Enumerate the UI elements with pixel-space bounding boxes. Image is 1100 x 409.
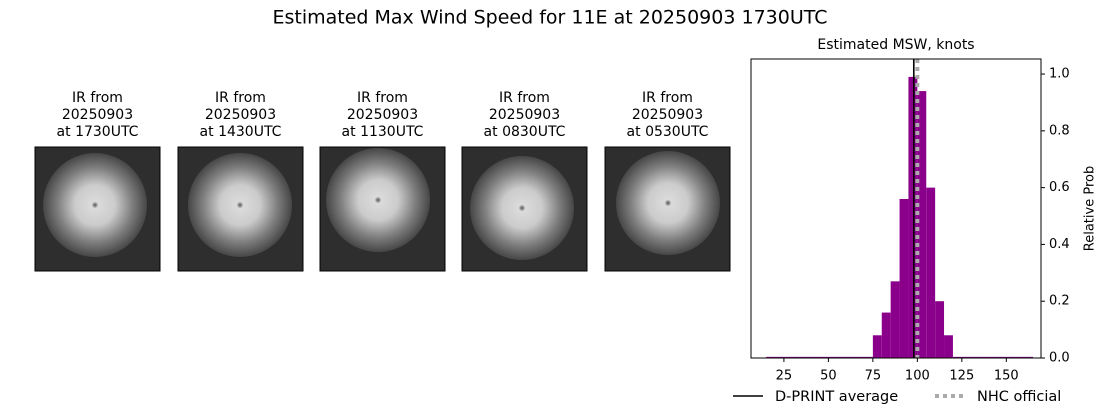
panel-label: IR from	[72, 90, 123, 106]
bar	[881, 312, 891, 358]
bar	[863, 356, 873, 358]
bar	[872, 335, 882, 358]
y-tick-label: 0.2	[1049, 294, 1070, 309]
bar	[935, 301, 945, 358]
storm-cloud	[188, 153, 292, 257]
chart-title: Estimated MSW, knots	[817, 37, 974, 53]
bar	[855, 356, 864, 358]
bar	[766, 356, 776, 358]
panel-label: at 0530UTC	[627, 124, 709, 140]
panel-label: IR from	[642, 90, 693, 106]
bar	[944, 335, 953, 358]
ir-frame	[177, 146, 304, 272]
ir-frame	[604, 146, 731, 272]
plot-frame	[750, 58, 1042, 359]
bar	[926, 187, 936, 358]
panel-label: at 1430UTC	[200, 124, 282, 140]
bar	[890, 281, 900, 358]
panel-label: 20250903	[632, 107, 703, 123]
y-tick-label: 1.0	[1049, 67, 1070, 82]
bar	[997, 356, 1007, 358]
x-tick-label: 150	[994, 369, 1019, 384]
bar	[792, 356, 802, 358]
panel-label: 20250903	[62, 107, 133, 123]
bar	[828, 356, 838, 358]
histogram: Estimated MSW, knots D-PRINT average NHC o…	[733, 37, 1098, 405]
bar	[1024, 356, 1033, 358]
figure-title: Estimated Max Wind Speed for 11E at 2025…	[272, 7, 827, 29]
bar	[961, 356, 971, 358]
y-tick-label: 0.6	[1049, 180, 1070, 195]
panel-label: 20250903	[205, 107, 276, 123]
bar	[899, 198, 909, 358]
storm-cloud	[470, 156, 574, 260]
panel-label: at 1130UTC	[342, 124, 424, 140]
storm-cloud	[326, 148, 430, 252]
y-tick-label: 0.4	[1049, 237, 1070, 252]
bar	[917, 91, 927, 358]
ir-frame	[461, 146, 588, 272]
storm-cloud	[616, 151, 720, 255]
y-tick-label: 0.8	[1049, 123, 1070, 138]
y-axis-label: Relative Prob	[1083, 166, 1098, 251]
bar	[783, 356, 793, 358]
x-tick-label: 25	[776, 369, 793, 384]
y-tick-label: 0.0	[1049, 351, 1070, 366]
bar	[801, 356, 811, 358]
ir-frame	[319, 146, 446, 272]
panel-label: IR from	[357, 90, 408, 106]
panel-label: at 0830UTC	[484, 124, 566, 140]
bar	[846, 356, 856, 358]
x-tick-label: 75	[865, 369, 882, 384]
x-tick-label: 100	[905, 369, 930, 384]
bar	[1006, 356, 1016, 358]
bar	[810, 356, 820, 358]
panel-label: IR from	[215, 90, 266, 106]
bar	[952, 356, 962, 358]
bar	[979, 356, 989, 358]
bar	[970, 356, 980, 358]
panel-label: 20250903	[489, 107, 560, 123]
x-tick-label: 50	[820, 369, 837, 384]
bar	[837, 356, 847, 358]
legend-label: NHC official	[977, 389, 1061, 405]
legend-label: D-PRINT average	[775, 389, 898, 405]
bar	[819, 356, 829, 358]
panel-label: at 1730UTC	[57, 124, 139, 140]
panel-label: 20250903	[347, 107, 418, 123]
panel-label: IR from	[499, 90, 550, 106]
x-tick-label: 125	[949, 369, 974, 384]
bar	[988, 356, 998, 358]
bar	[775, 356, 784, 358]
storm-cloud	[43, 153, 147, 257]
ir-frame	[34, 146, 161, 272]
bar	[1015, 356, 1025, 358]
bar	[908, 76, 918, 358]
